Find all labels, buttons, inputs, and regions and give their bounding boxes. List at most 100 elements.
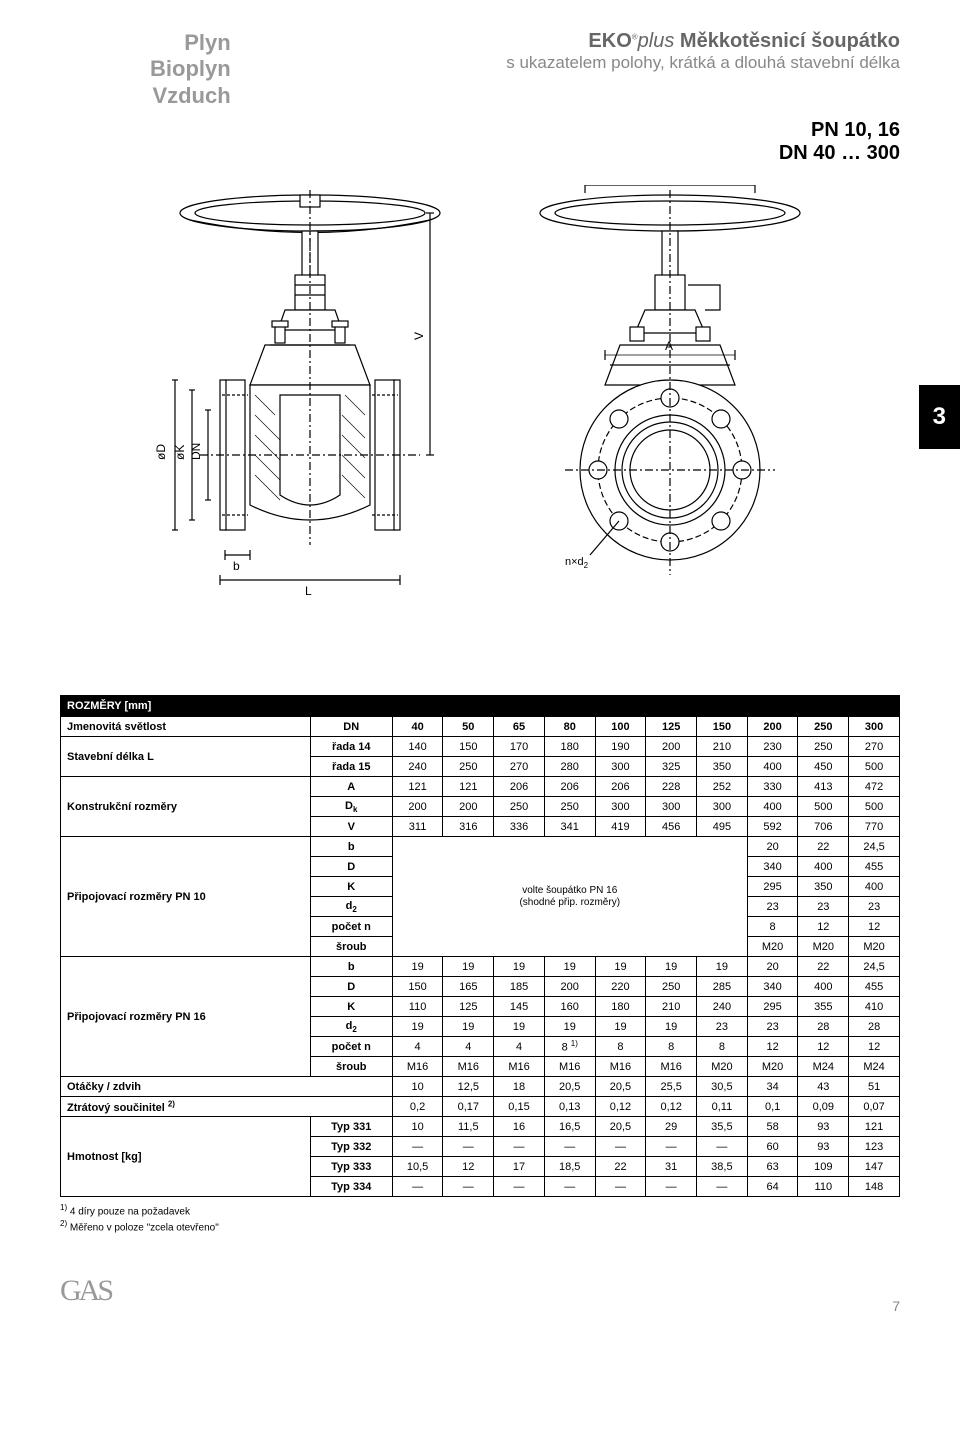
row-sublabel: řada 15 [310,757,392,777]
label-b: b [233,559,240,573]
table-cell: 592 [747,817,798,837]
table-cell: 150 [697,717,748,737]
label-DN: DN [189,443,203,460]
row-sublabel: šroub [310,1057,392,1077]
table-cell: 340 [747,977,798,997]
diagram-area: 3 [60,185,900,665]
label-A: A [665,339,673,353]
table-cell: 20,5 [544,1077,595,1097]
table-cell: 150 [443,737,494,757]
table-cell: 400 [798,857,849,877]
table-cell: 336 [494,817,545,837]
table-cell: 125 [443,997,494,1017]
table-cell: 200 [443,797,494,817]
table-cell: 200 [646,737,697,757]
row-sublabel: b [310,837,392,857]
table-cell: 0,1 [747,1097,798,1117]
table-cell: 300 [849,717,900,737]
table-cell: — [392,1137,443,1157]
row-sublabel: Typ 334 [310,1177,392,1197]
table-cell: 300 [697,797,748,817]
table-cell: 24,5 [849,837,900,857]
table-cell: 25,5 [646,1077,697,1097]
table-cell: 0,11 [697,1097,748,1117]
table-cell: 23 [798,897,849,917]
table-cell: 40 [392,717,443,737]
row-sublabel: K [310,877,392,897]
table-cell: 20 [747,837,798,857]
header-left-line: Plyn [150,30,231,56]
table-cell: 250 [443,757,494,777]
table-cell: 121 [392,777,443,797]
row-sublabel: D [310,857,392,877]
label-V: V [412,332,426,340]
row-label: Připojovací rozměry PN 16 [61,957,311,1077]
table-cell: 250 [646,977,697,997]
row-sublabel: řada 14 [310,737,392,757]
table-cell: 18 [494,1077,545,1097]
header-subtitle: s ukazatelem polohy, krátká a dlouhá sta… [506,53,900,73]
table-cell: 50 [443,717,494,737]
table-cell: 316 [443,817,494,837]
table-cell: M16 [443,1057,494,1077]
table-cell: M24 [798,1057,849,1077]
table-cell: 12 [747,1037,798,1057]
table-cell: — [494,1137,545,1157]
table-cell: 210 [646,997,697,1017]
row-sublabel: Dk [310,797,392,817]
table-cell: 22 [798,957,849,977]
table-cell: 31 [646,1157,697,1177]
table-cell: 29 [646,1117,697,1137]
table-cell: 450 [798,757,849,777]
table-cell: 170 [494,737,545,757]
table-cell: 8 1) [544,1037,595,1057]
table-cell: 19 [697,957,748,977]
table-cell: 706 [798,817,849,837]
table-cell: 123 [849,1137,900,1157]
table-cell: 252 [697,777,748,797]
table-cell: M20 [697,1057,748,1077]
table-cell: M20 [747,1057,798,1077]
footnotes: 1) 4 díry pouze na požadavek 2) Měřeno v… [60,1203,900,1234]
table-cell: 100 [595,717,646,737]
footnote: 1) 4 díry pouze na požadavek [60,1203,900,1218]
table-cell: 190 [595,737,646,757]
row-label: Konstrukční rozměry [61,777,311,837]
table-cell: 472 [849,777,900,797]
footer-logo: GAS [60,1274,120,1314]
table-cell: 12 [849,1037,900,1057]
dimensions-table: ROZMĚRY [mm] Jmenovitá světlostDN4050658… [60,695,900,1197]
table-cell: 12 [798,1037,849,1057]
table-cell: 325 [646,757,697,777]
table-cell: — [544,1137,595,1157]
row-sublabel: Typ 333 [310,1157,392,1177]
table-cell: 93 [798,1117,849,1137]
pn-dn-block: PN 10, 16 DN 40 … 300 [60,119,900,165]
table-cell: 400 [747,797,798,817]
table-cell: 16 [494,1117,545,1137]
table-cell: 410 [849,997,900,1017]
table-cell: 125 [646,717,697,737]
table-cell: 0,15 [494,1097,545,1117]
table-cell: 240 [392,757,443,777]
table-cell: 148 [849,1177,900,1197]
table-cell: 60 [747,1137,798,1157]
table-cell: 19 [392,1017,443,1037]
table-cell: 200 [544,977,595,997]
table-cell: 400 [849,877,900,897]
table-cell: 30,5 [697,1077,748,1097]
table-cell: 240 [697,997,748,1017]
table-cell: 12 [798,917,849,937]
table-cell: 350 [798,877,849,897]
table-cell: M20 [747,937,798,957]
header-left-line: Vzduch [150,83,231,109]
table-cell: 330 [747,777,798,797]
table-cell: 19 [443,1017,494,1037]
label-phiD: øD [154,444,168,460]
valve-front-view-diagram: øDk A n×d2 [510,185,830,665]
table-cell: 300 [595,757,646,777]
table-cell: 28 [849,1017,900,1037]
table-cell: 500 [849,797,900,817]
page-footer: GAS 7 [60,1274,900,1314]
table-cell: 220 [595,977,646,997]
